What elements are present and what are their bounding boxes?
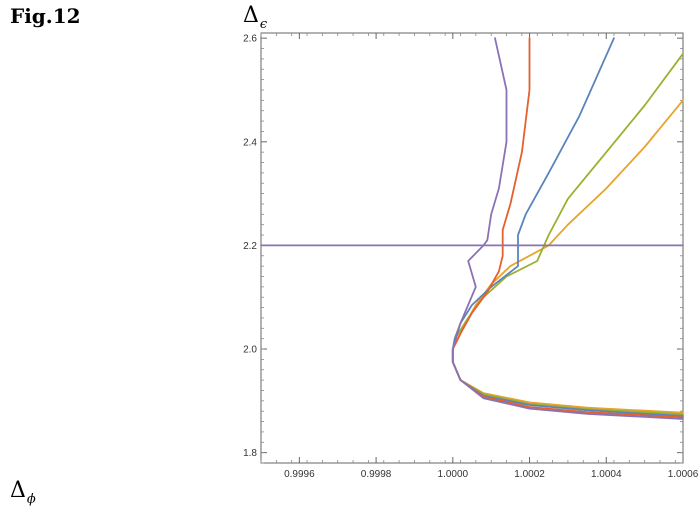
x-tick-label: 1.0006 — [668, 469, 699, 480]
x-tick-label: 1.0002 — [514, 469, 545, 480]
series-line-4 — [451, 37, 684, 419]
y-axis-label: Δϵ — [243, 3, 267, 32]
y-tick-label: 2.4 — [243, 137, 257, 148]
y-tick-label: 2.0 — [243, 345, 257, 356]
series-line-5 — [451, 37, 684, 420]
y-tick-label: 1.8 — [243, 448, 257, 459]
tick-layer: 0.9996 0.9998 1.0000 1.0002 1.0004 1.0006 1.8 2… — [243, 33, 699, 480]
series-line-3 — [451, 37, 684, 417]
series-layer — [260, 37, 684, 420]
x-tick-label: 1.0000 — [438, 469, 469, 480]
series-line-2 — [451, 52, 684, 416]
series-line-1 — [451, 99, 684, 414]
y-axis-symbol: Δ — [243, 3, 259, 28]
x-tick-label: 1.0004 — [591, 469, 622, 480]
x-tick-label: 0.9998 — [361, 469, 392, 480]
y-tick-label: 2.2 — [243, 241, 257, 252]
y-tick-label: 2.6 — [243, 34, 257, 45]
plot-frame — [260, 32, 684, 464]
x-axis-subscript: ϕ — [26, 492, 36, 507]
figure-label: Fig.12 — [10, 4, 81, 28]
y-axis-subscript: ϵ — [259, 17, 268, 32]
x-tick-label: 0.9996 — [284, 469, 315, 480]
x-axis-label: Δϕ — [10, 478, 36, 507]
x-axis-symbol: Δ — [10, 478, 26, 503]
